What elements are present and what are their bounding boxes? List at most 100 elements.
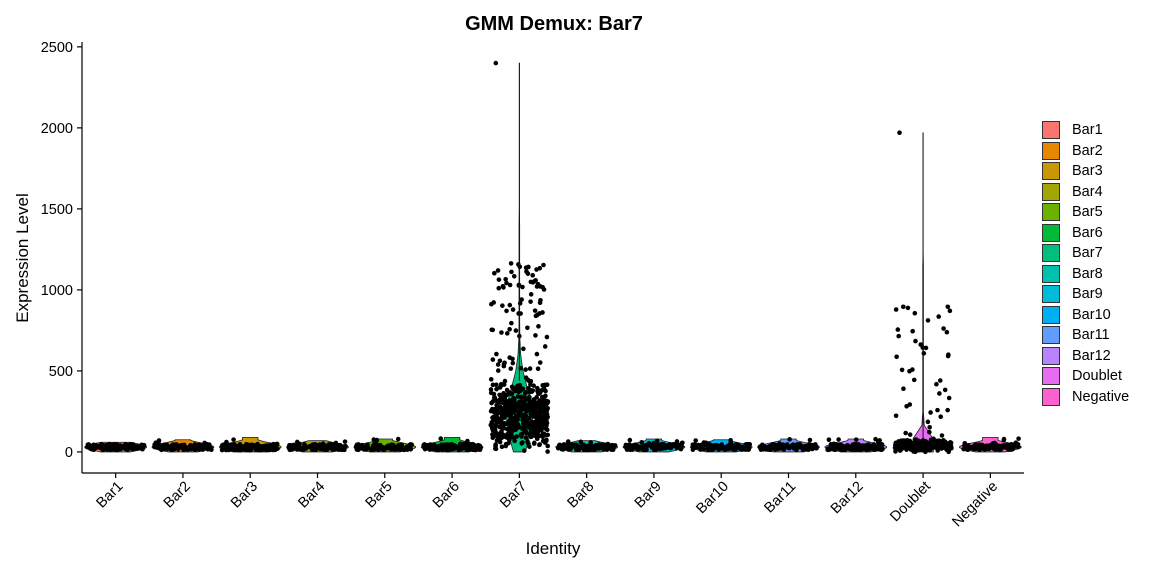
data-point <box>130 444 135 449</box>
data-point <box>544 426 549 432</box>
legend-label: Bar4 <box>1072 183 1103 200</box>
data-point <box>642 443 647 448</box>
data-point <box>493 382 499 388</box>
data-point <box>746 447 751 452</box>
data-point <box>590 443 595 449</box>
data-point <box>296 446 301 452</box>
data-point <box>700 443 705 449</box>
data-point <box>961 446 966 452</box>
data-point <box>701 440 707 445</box>
data-point <box>544 411 550 417</box>
data-point <box>461 441 466 447</box>
data-point <box>497 418 502 424</box>
data-point <box>534 351 540 357</box>
data-point <box>545 449 550 454</box>
data-point <box>920 438 926 443</box>
data-point <box>534 415 539 420</box>
data-point <box>635 446 640 452</box>
data-point <box>409 442 415 447</box>
points-Bar6 <box>421 436 483 453</box>
data-point <box>374 437 380 443</box>
legend-label: Bar6 <box>1072 224 1103 241</box>
data-point <box>494 386 499 392</box>
data-point <box>679 440 685 446</box>
data-point <box>140 445 146 450</box>
data-point <box>500 426 506 431</box>
data-point <box>878 447 883 452</box>
data-point <box>494 351 499 357</box>
data-point <box>520 284 525 290</box>
data-point <box>522 448 527 453</box>
data-point <box>536 442 542 448</box>
data-point <box>173 445 178 451</box>
data-point <box>1005 442 1010 447</box>
data-point <box>328 445 333 451</box>
data-point <box>365 442 370 447</box>
data-point <box>512 400 518 406</box>
points-Bar10 <box>690 438 753 453</box>
data-point <box>596 442 602 447</box>
data-point <box>907 432 913 437</box>
x-tick-label: Negative <box>949 479 1001 531</box>
data-point <box>468 442 473 448</box>
data-point <box>152 444 158 450</box>
data-point <box>581 442 586 448</box>
data-point <box>528 428 534 434</box>
data-point <box>801 446 807 452</box>
data-point <box>719 442 725 447</box>
chart-title: GMM Demux: Bar7 <box>465 13 643 35</box>
data-point <box>970 445 976 451</box>
data-point <box>254 446 260 452</box>
data-point <box>928 410 933 415</box>
data-point <box>905 305 911 311</box>
data-point <box>912 310 918 316</box>
data-point <box>578 439 584 445</box>
data-point <box>504 426 510 432</box>
data-point <box>510 422 516 428</box>
data-point <box>301 445 306 450</box>
data-point <box>500 303 505 308</box>
data-point <box>918 342 923 347</box>
data-point <box>597 445 603 451</box>
data-point <box>711 443 716 449</box>
data-point <box>306 444 311 450</box>
data-point <box>522 414 528 420</box>
data-point <box>495 362 501 367</box>
data-point <box>497 439 503 445</box>
data-point <box>627 442 632 447</box>
data-point-max <box>493 60 499 66</box>
x-tick-label: Bar11 <box>761 479 799 517</box>
data-point <box>507 326 512 332</box>
data-point <box>936 446 942 451</box>
legend-swatch <box>1042 121 1060 139</box>
data-point <box>516 262 521 267</box>
y-tick-label: 1500 <box>41 202 73 218</box>
data-point <box>497 358 503 364</box>
x-tick-label: Bar3 <box>228 479 261 512</box>
legend-label: Bar9 <box>1072 286 1103 302</box>
x-tick-label: Bar4 <box>295 479 328 512</box>
data-point <box>533 313 539 319</box>
data-point <box>945 304 951 310</box>
data-point <box>853 437 859 442</box>
data-point <box>774 443 779 449</box>
data-point <box>511 395 516 401</box>
data-point <box>543 403 548 409</box>
data-point <box>373 444 379 450</box>
data-point <box>537 360 543 365</box>
data-point <box>807 437 813 443</box>
data-point <box>523 435 529 441</box>
data-point <box>528 420 534 426</box>
data-point <box>527 444 532 449</box>
data-point <box>899 445 904 451</box>
legend-label: Bar8 <box>1072 265 1103 282</box>
data-point <box>893 413 899 419</box>
data-point <box>942 439 948 445</box>
x-tick-label: Bar1 <box>93 479 126 512</box>
data-point <box>137 445 143 450</box>
y-tick-label: 2000 <box>41 121 73 137</box>
data-point <box>856 442 861 447</box>
data-point <box>739 447 744 452</box>
data-point <box>520 404 526 410</box>
